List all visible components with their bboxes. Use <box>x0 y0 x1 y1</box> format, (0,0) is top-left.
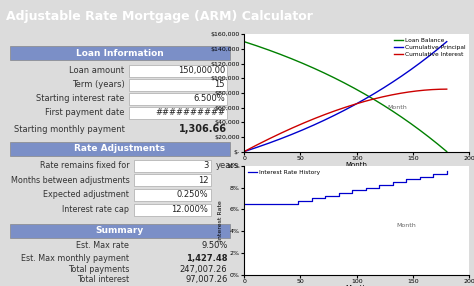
FancyBboxPatch shape <box>129 79 228 91</box>
Text: 150,000.00: 150,000.00 <box>178 66 225 76</box>
Text: First payment date: First payment date <box>45 108 125 118</box>
X-axis label: Month: Month <box>346 162 368 168</box>
Cumulative Principal <box>272 139 277 143</box>
FancyBboxPatch shape <box>134 204 210 216</box>
Text: Total payments: Total payments <box>68 265 129 274</box>
Text: Expected adjustment: Expected adjustment <box>44 190 129 199</box>
Cumulative Principal <box>338 110 344 114</box>
FancyBboxPatch shape <box>129 107 228 119</box>
Text: 6.500%: 6.500% <box>193 94 225 104</box>
FancyBboxPatch shape <box>9 224 230 237</box>
Loan Balance <box>443 149 448 152</box>
Loan Balance <box>444 150 449 153</box>
Y-axis label: Interest Rate: Interest Rate <box>219 200 223 241</box>
Cumulative Interest <box>338 107 344 110</box>
Line: Cumulative Principal: Cumulative Principal <box>244 42 447 152</box>
Text: 1,427.48: 1,427.48 <box>186 253 228 263</box>
Text: 247,007.26: 247,007.26 <box>180 265 228 274</box>
Text: Month: Month <box>387 104 407 110</box>
Interest Rate History <box>443 172 448 176</box>
Legend: Interest Rate History: Interest Rate History <box>247 169 321 176</box>
Cumulative Interest <box>409 90 415 93</box>
Cumulative Interest <box>339 107 345 110</box>
Cumulative Principal <box>258 144 264 148</box>
Legend: Loan Balance, Cumulative Principal, Cumulative Interest: Loan Balance, Cumulative Principal, Cumu… <box>393 37 466 58</box>
Cumulative Interest <box>272 134 277 138</box>
X-axis label: Month: Month <box>346 285 368 286</box>
Text: Rate Adjustments: Rate Adjustments <box>74 144 165 153</box>
Text: Starting interest rate: Starting interest rate <box>36 94 125 104</box>
FancyBboxPatch shape <box>9 46 230 60</box>
Interest Rate History <box>444 170 449 173</box>
Loan Balance <box>339 80 345 84</box>
Text: 3: 3 <box>203 161 208 170</box>
FancyBboxPatch shape <box>129 65 228 77</box>
FancyBboxPatch shape <box>134 174 210 186</box>
Text: 12: 12 <box>198 176 208 185</box>
Text: Term (years): Term (years) <box>72 80 125 90</box>
Cumulative Interest <box>241 150 247 153</box>
Text: Rate remains fixed for: Rate remains fixed for <box>40 161 129 170</box>
Cumulative Principal <box>339 110 345 113</box>
Line: Interest Rate History: Interest Rate History <box>244 171 447 204</box>
Cumulative Principal <box>443 41 448 44</box>
Text: Est. Max monthly payment: Est. Max monthly payment <box>21 253 129 263</box>
Line: Cumulative Interest: Cumulative Interest <box>244 89 447 152</box>
Interest Rate History <box>338 191 344 195</box>
Text: 1,306.66: 1,306.66 <box>179 124 228 134</box>
Interest Rate History <box>272 202 277 206</box>
Text: Adjustable Rate Mortgage (ARM) Calculator: Adjustable Rate Mortgage (ARM) Calculato… <box>6 10 312 23</box>
Interest Rate History <box>258 202 264 206</box>
Text: Interest rate cap: Interest rate cap <box>62 205 129 214</box>
Text: Loan Information: Loan Information <box>76 49 164 57</box>
Cumulative Principal <box>409 67 415 71</box>
Interest Rate History <box>409 178 415 181</box>
Cumulative Interest <box>443 88 448 91</box>
Loan Balance <box>258 45 264 49</box>
Text: Summary: Summary <box>96 226 144 235</box>
Interest Rate History <box>241 202 247 206</box>
Text: Est. Max rate: Est. Max rate <box>76 241 129 250</box>
Text: Loan amount: Loan amount <box>69 66 125 76</box>
Text: years: years <box>215 161 239 170</box>
Text: ##########: ########## <box>155 108 225 118</box>
FancyBboxPatch shape <box>134 160 210 172</box>
FancyBboxPatch shape <box>134 189 210 201</box>
Text: Total interest: Total interest <box>77 275 129 284</box>
Text: Month: Month <box>396 223 416 228</box>
Loan Balance <box>241 40 247 43</box>
Line: Loan Balance: Loan Balance <box>244 42 447 152</box>
Text: 12.000%: 12.000% <box>172 205 208 214</box>
Text: 97,007.26: 97,007.26 <box>185 275 228 284</box>
Loan Balance <box>272 50 277 54</box>
Text: 0.250%: 0.250% <box>177 190 208 199</box>
FancyBboxPatch shape <box>9 142 230 156</box>
Cumulative Principal <box>241 150 247 153</box>
Text: Months between adjustments: Months between adjustments <box>10 176 129 185</box>
Loan Balance <box>338 80 344 83</box>
Text: Starting monthly payment: Starting monthly payment <box>14 125 125 134</box>
Interest Rate History <box>339 191 345 195</box>
Loan Balance <box>409 123 415 126</box>
Text: 9.50%: 9.50% <box>201 241 228 250</box>
FancyBboxPatch shape <box>129 93 228 105</box>
Text: 15: 15 <box>215 80 225 90</box>
Cumulative Interest <box>444 88 449 91</box>
Cumulative Interest <box>258 141 264 145</box>
Cumulative Principal <box>444 40 449 43</box>
